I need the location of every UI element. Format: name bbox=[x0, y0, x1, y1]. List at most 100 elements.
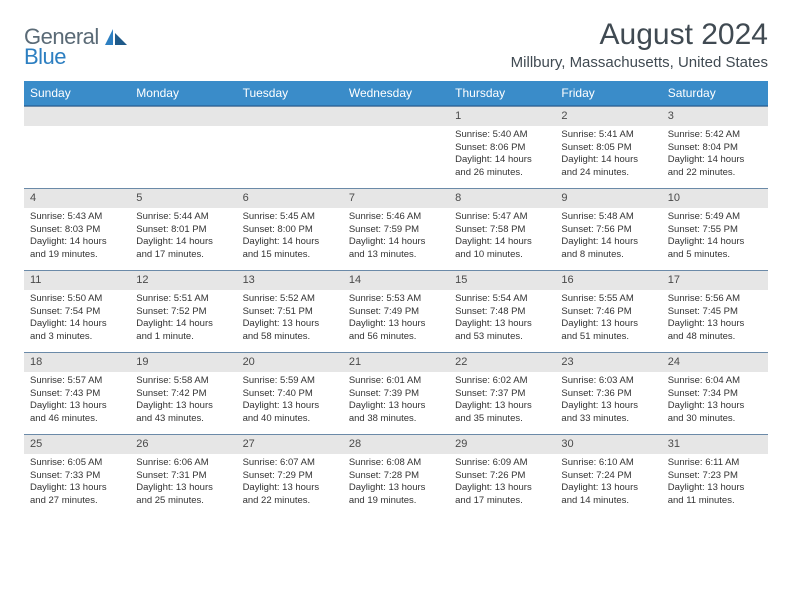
calendar-page: General August 2024 Millbury, Massachuse… bbox=[0, 0, 792, 526]
day-number: 7 bbox=[343, 189, 449, 208]
daylight-text: Daylight: 14 hours and 13 minutes. bbox=[349, 236, 443, 262]
sunset-text: Sunset: 7:26 PM bbox=[455, 470, 549, 483]
day-body: Sunrise: 5:55 AMSunset: 7:46 PMDaylight:… bbox=[555, 290, 661, 350]
daylight-text: Daylight: 13 hours and 25 minutes. bbox=[136, 482, 230, 508]
day-cell: 17Sunrise: 5:56 AMSunset: 7:45 PMDayligh… bbox=[662, 270, 768, 352]
day-header: Friday bbox=[555, 81, 661, 106]
sunset-text: Sunset: 7:34 PM bbox=[668, 388, 762, 401]
daylight-text: Daylight: 13 hours and 17 minutes. bbox=[455, 482, 549, 508]
day-number: 21 bbox=[343, 353, 449, 372]
sunrise-text: Sunrise: 5:41 AM bbox=[561, 129, 655, 142]
day-number: 17 bbox=[662, 271, 768, 290]
sunrise-text: Sunrise: 6:01 AM bbox=[349, 375, 443, 388]
daylight-text: Daylight: 13 hours and 58 minutes. bbox=[243, 318, 337, 344]
logo-blue-wrap: Blue bbox=[24, 44, 66, 70]
sunset-text: Sunset: 7:45 PM bbox=[668, 306, 762, 319]
day-cell: 13Sunrise: 5:52 AMSunset: 7:51 PMDayligh… bbox=[237, 270, 343, 352]
daylight-text: Daylight: 13 hours and 56 minutes. bbox=[349, 318, 443, 344]
daylight-text: Daylight: 13 hours and 48 minutes. bbox=[668, 318, 762, 344]
day-number: 9 bbox=[555, 189, 661, 208]
daylight-text: Daylight: 13 hours and 38 minutes. bbox=[349, 400, 443, 426]
day-body: Sunrise: 5:56 AMSunset: 7:45 PMDaylight:… bbox=[662, 290, 768, 350]
sunrise-text: Sunrise: 6:04 AM bbox=[668, 375, 762, 388]
sunrise-text: Sunrise: 6:08 AM bbox=[349, 457, 443, 470]
day-number: 8 bbox=[449, 189, 555, 208]
sunrise-text: Sunrise: 6:09 AM bbox=[455, 457, 549, 470]
sunrise-text: Sunrise: 6:07 AM bbox=[243, 457, 337, 470]
day-cell: 27Sunrise: 6:07 AMSunset: 7:29 PMDayligh… bbox=[237, 434, 343, 516]
daylight-text: Daylight: 13 hours and 19 minutes. bbox=[349, 482, 443, 508]
daylight-text: Daylight: 13 hours and 51 minutes. bbox=[561, 318, 655, 344]
day-body: Sunrise: 6:03 AMSunset: 7:36 PMDaylight:… bbox=[555, 372, 661, 432]
sunset-text: Sunset: 7:59 PM bbox=[349, 224, 443, 237]
sunrise-text: Sunrise: 5:59 AM bbox=[243, 375, 337, 388]
daylight-text: Daylight: 13 hours and 43 minutes. bbox=[136, 400, 230, 426]
daylight-text: Daylight: 13 hours and 27 minutes. bbox=[30, 482, 124, 508]
title-block: August 2024 Millbury, Massachusetts, Uni… bbox=[511, 18, 768, 71]
day-body: Sunrise: 5:50 AMSunset: 7:54 PMDaylight:… bbox=[24, 290, 130, 350]
sunset-text: Sunset: 8:01 PM bbox=[136, 224, 230, 237]
sunrise-text: Sunrise: 6:03 AM bbox=[561, 375, 655, 388]
day-body: Sunrise: 5:48 AMSunset: 7:56 PMDaylight:… bbox=[555, 208, 661, 268]
sunrise-text: Sunrise: 5:53 AM bbox=[349, 293, 443, 306]
page-header: General August 2024 Millbury, Massachuse… bbox=[24, 18, 768, 71]
sunrise-text: Sunrise: 6:02 AM bbox=[455, 375, 549, 388]
sunset-text: Sunset: 8:03 PM bbox=[30, 224, 124, 237]
day-cell: 29Sunrise: 6:09 AMSunset: 7:26 PMDayligh… bbox=[449, 434, 555, 516]
day-header: Monday bbox=[130, 81, 236, 106]
sunrise-text: Sunrise: 5:49 AM bbox=[668, 211, 762, 224]
day-cell: 5Sunrise: 5:44 AMSunset: 8:01 PMDaylight… bbox=[130, 188, 236, 270]
daylight-text: Daylight: 14 hours and 19 minutes. bbox=[30, 236, 124, 262]
sunrise-text: Sunrise: 5:57 AM bbox=[30, 375, 124, 388]
day-header: Saturday bbox=[662, 81, 768, 106]
sunrise-text: Sunrise: 5:42 AM bbox=[668, 129, 762, 142]
day-number: 14 bbox=[343, 271, 449, 290]
day-body: Sunrise: 5:54 AMSunset: 7:48 PMDaylight:… bbox=[449, 290, 555, 350]
daylight-text: Daylight: 14 hours and 17 minutes. bbox=[136, 236, 230, 262]
daylight-text: Daylight: 14 hours and 24 minutes. bbox=[561, 154, 655, 180]
sunset-text: Sunset: 7:52 PM bbox=[136, 306, 230, 319]
daylight-text: Daylight: 14 hours and 26 minutes. bbox=[455, 154, 549, 180]
day-cell: 16Sunrise: 5:55 AMSunset: 7:46 PMDayligh… bbox=[555, 270, 661, 352]
sunset-text: Sunset: 7:58 PM bbox=[455, 224, 549, 237]
sunset-text: Sunset: 7:28 PM bbox=[349, 470, 443, 483]
daylight-text: Daylight: 13 hours and 53 minutes. bbox=[455, 318, 549, 344]
day-number: 30 bbox=[555, 435, 661, 454]
sunrise-text: Sunrise: 5:47 AM bbox=[455, 211, 549, 224]
day-cell: 7Sunrise: 5:46 AMSunset: 7:59 PMDaylight… bbox=[343, 188, 449, 270]
daylight-text: Daylight: 13 hours and 46 minutes. bbox=[30, 400, 124, 426]
sunset-text: Sunset: 8:00 PM bbox=[243, 224, 337, 237]
day-body: Sunrise: 6:08 AMSunset: 7:28 PMDaylight:… bbox=[343, 454, 449, 514]
day-body: Sunrise: 5:53 AMSunset: 7:49 PMDaylight:… bbox=[343, 290, 449, 350]
day-cell: 30Sunrise: 6:10 AMSunset: 7:24 PMDayligh… bbox=[555, 434, 661, 516]
sunrise-text: Sunrise: 5:55 AM bbox=[561, 293, 655, 306]
day-body: Sunrise: 5:42 AMSunset: 8:04 PMDaylight:… bbox=[662, 126, 768, 186]
sunset-text: Sunset: 8:04 PM bbox=[668, 142, 762, 155]
day-header: Wednesday bbox=[343, 81, 449, 106]
sunset-text: Sunset: 7:40 PM bbox=[243, 388, 337, 401]
day-number: 13 bbox=[237, 271, 343, 290]
sunrise-text: Sunrise: 5:44 AM bbox=[136, 211, 230, 224]
day-body: Sunrise: 5:47 AMSunset: 7:58 PMDaylight:… bbox=[449, 208, 555, 268]
sunset-text: Sunset: 7:54 PM bbox=[30, 306, 124, 319]
day-cell: 31Sunrise: 6:11 AMSunset: 7:23 PMDayligh… bbox=[662, 434, 768, 516]
empty-cell bbox=[343, 106, 449, 188]
day-number: 15 bbox=[449, 271, 555, 290]
sunrise-text: Sunrise: 5:43 AM bbox=[30, 211, 124, 224]
daylight-text: Daylight: 13 hours and 40 minutes. bbox=[243, 400, 337, 426]
day-cell: 26Sunrise: 6:06 AMSunset: 7:31 PMDayligh… bbox=[130, 434, 236, 516]
day-number-empty bbox=[24, 107, 130, 126]
day-body: Sunrise: 5:52 AMSunset: 7:51 PMDaylight:… bbox=[237, 290, 343, 350]
day-cell: 10Sunrise: 5:49 AMSunset: 7:55 PMDayligh… bbox=[662, 188, 768, 270]
sunrise-text: Sunrise: 5:58 AM bbox=[136, 375, 230, 388]
day-number: 19 bbox=[130, 353, 236, 372]
day-body: Sunrise: 6:11 AMSunset: 7:23 PMDaylight:… bbox=[662, 454, 768, 514]
day-cell: 25Sunrise: 6:05 AMSunset: 7:33 PMDayligh… bbox=[24, 434, 130, 516]
daylight-text: Daylight: 13 hours and 30 minutes. bbox=[668, 400, 762, 426]
day-header: Sunday bbox=[24, 81, 130, 106]
day-cell: 19Sunrise: 5:58 AMSunset: 7:42 PMDayligh… bbox=[130, 352, 236, 434]
sunset-text: Sunset: 7:36 PM bbox=[561, 388, 655, 401]
day-number: 25 bbox=[24, 435, 130, 454]
day-number: 10 bbox=[662, 189, 768, 208]
day-body: Sunrise: 6:04 AMSunset: 7:34 PMDaylight:… bbox=[662, 372, 768, 432]
